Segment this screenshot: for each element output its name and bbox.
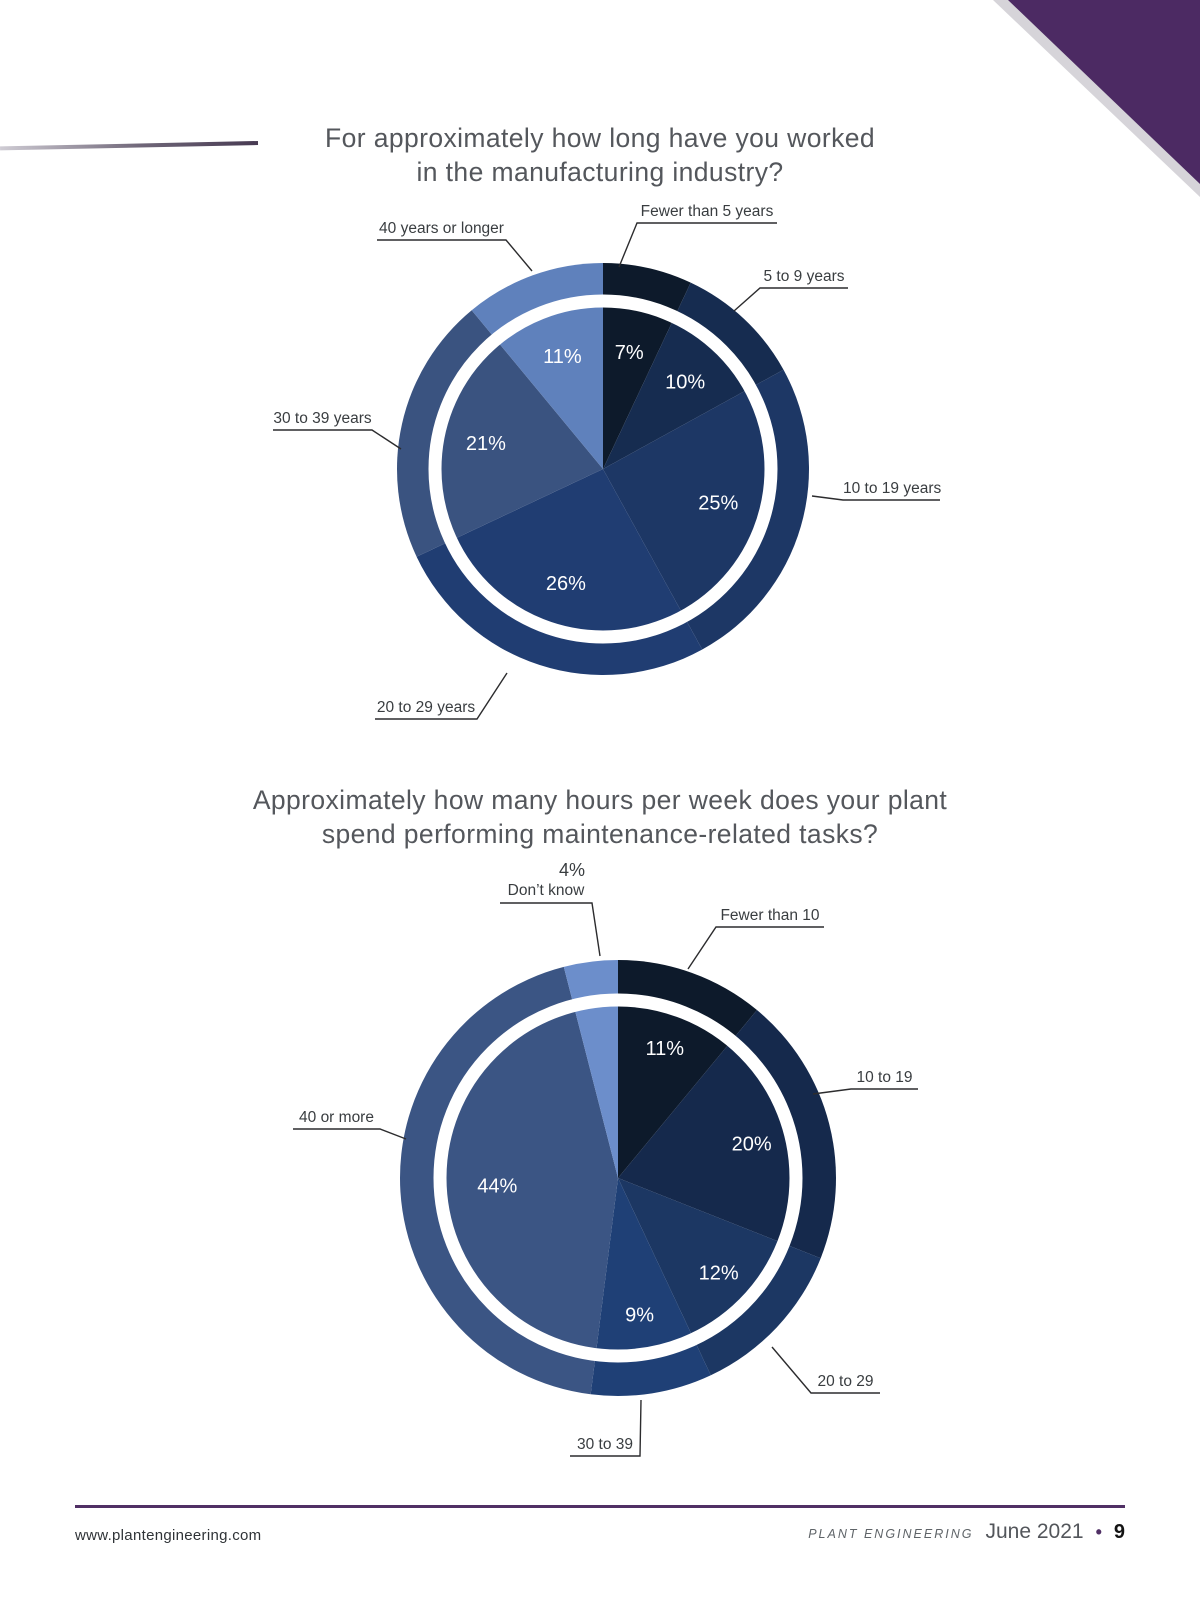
pie-value-label: 7%: [615, 342, 644, 364]
pie-slice-40-or-more: [400, 966, 618, 1395]
footer-issue-date: June 2021: [985, 1520, 1084, 1543]
pie-value-label: 9%: [625, 1304, 654, 1326]
callout-label-40-or-more: 40 or more: [299, 1109, 374, 1126]
pie-slice-10-to-19: [618, 1010, 836, 1259]
footer-brand: PLANT ENGINEERING: [808, 1527, 974, 1541]
pie-value-label: 44%: [477, 1176, 517, 1198]
footer-right-group: PLANT ENGINEERING June 2021 • 9: [808, 1520, 1125, 1544]
pie-slice-20-to-29-years: [416, 469, 703, 675]
pie-slice-10-to-19-years: [603, 369, 809, 650]
leader-line: [293, 1128, 407, 1140]
callout-label-30-to-39: 30 to 39: [576, 1436, 634, 1453]
pie-value-label: 20%: [732, 1134, 772, 1156]
pie-slice-30-to-39-years: [396, 310, 603, 557]
chart2-title: Approximately how many hours per week do…: [0, 783, 1200, 851]
pie-value-label: 26%: [546, 573, 586, 595]
footer-page-number: 9: [1113, 1521, 1125, 1543]
pie-slice-don-t-know: [563, 960, 618, 1178]
footer-bullet: •: [1095, 1522, 1102, 1542]
donut-white-ring: [433, 993, 803, 1363]
pie-value-label: 12%: [699, 1262, 739, 1284]
callout-label-20-to-29: 20 to 29: [817, 1373, 874, 1390]
callout-label-20-to-29-years: 20 to 29 years: [376, 699, 476, 716]
pie-slice-20-to-29: [618, 1178, 821, 1376]
callout-label-40-years-or-longer: 40 years or longer: [379, 220, 504, 237]
leader-line: [500, 902, 601, 957]
leader-line: [273, 429, 402, 450]
chart2-title-line1: Approximately how many hours per week do…: [252, 785, 948, 815]
pie-chart-maintenance-hours: 11% 20% 12% 9% 44%: [400, 960, 836, 1396]
outside-value-label-dont-know: 4%: [558, 860, 585, 880]
chart1-title: For approximately how long have you work…: [0, 121, 1200, 189]
pie-value-label: 11%: [645, 1038, 684, 1060]
donut-white-ring: [428, 294, 778, 644]
footer-rule: [75, 1505, 1125, 1508]
chart1-title-line1: For approximately how long have you work…: [324, 123, 876, 153]
callout-label-fewer-than-5-years: Fewer than 5 years: [640, 203, 774, 220]
callout-label-dont-know: Don’t know: [507, 882, 585, 899]
pie-chart-tenure: 7% 10% 25% 26% 21% 11%: [396, 263, 809, 675]
pie-value-label: 10%: [665, 372, 705, 394]
callout-label-30-to-39-years: 30 to 39 years: [273, 410, 372, 427]
corner-triangle-decoration: [993, 0, 1200, 197]
pie-value-label: 11%: [543, 346, 582, 368]
callout-label-10-to-19: 10 to 19: [856, 1069, 913, 1086]
pie-slice-5-to-9-years: [603, 282, 784, 469]
pie-slice-40-years-or-longer: [471, 263, 603, 469]
callout-label-10-to-19-years: 10 to 19 years: [843, 480, 942, 497]
pie-value-label: 21%: [466, 433, 506, 455]
corner-triangle-purple: [1008, 0, 1200, 184]
callout-label-fewer-than-10: Fewer than 10: [720, 907, 820, 924]
callout-label-5-to-9-years: 5 to 9 years: [763, 268, 845, 285]
pie-value-label: 25%: [698, 492, 738, 514]
chart1-title-line2: in the manufacturing industry?: [416, 157, 784, 187]
footer-url[interactable]: www.plantengineering.com: [75, 1527, 262, 1544]
pie-slice-fewer-than-10: [618, 960, 757, 1178]
chart2-title-line2: spend performing maintenance-related tas…: [321, 819, 879, 849]
